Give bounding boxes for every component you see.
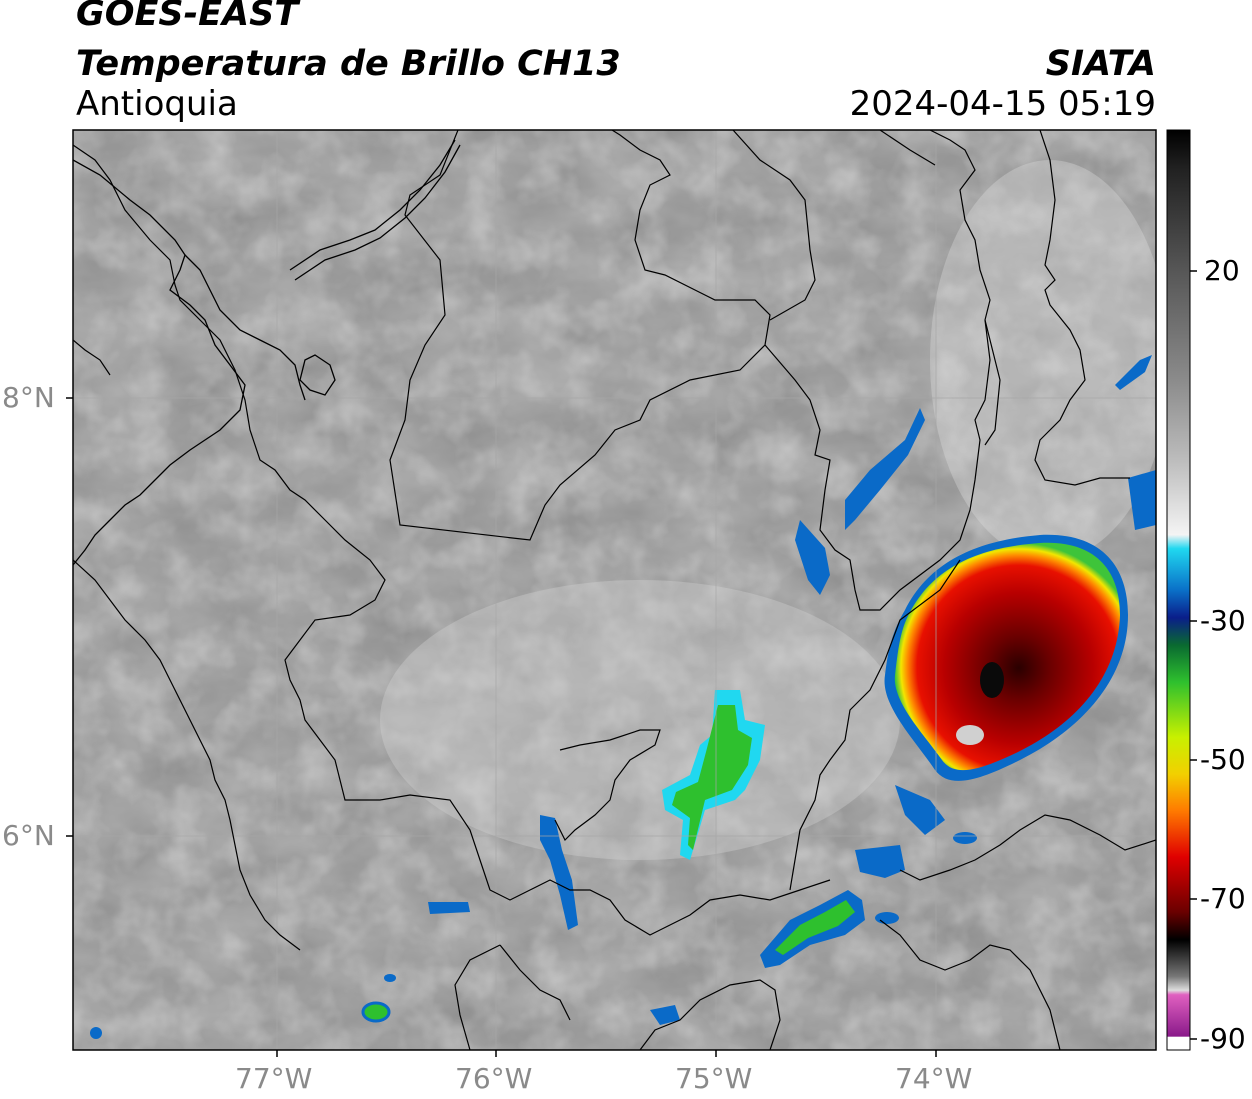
colorbar: [1166, 129, 1191, 1051]
lon-label-77w: 77°W: [235, 1062, 313, 1095]
satellite-title: GOES-EAST: [76, 0, 299, 34]
lat-label-8n: 8°N: [2, 381, 55, 414]
region-subtitle: Antioquia: [76, 84, 238, 124]
satellite-imagery: [73, 130, 1156, 1050]
timestamp-label: 2024-04-15 05:19: [849, 84, 1156, 124]
colorbar-tick-neg30: -30: [1200, 604, 1246, 637]
organization-label: SIATA: [1045, 44, 1156, 84]
lon-label-76w: 76°W: [455, 1062, 533, 1095]
lon-label-75w: 75°W: [675, 1062, 753, 1095]
colorbar-ticks: [1190, 270, 1197, 1040]
storm-cell-west: [540, 815, 578, 930]
boundaries: [73, 130, 1156, 1050]
map-frame: [72, 129, 1157, 1051]
lat-label-6n: 6°N: [2, 819, 55, 852]
coastline: [73, 139, 461, 566]
colorbar-tick-neg50: -50: [1200, 743, 1246, 776]
map-ticks: [66, 397, 937, 1057]
graticule: [73, 130, 1156, 1050]
colorbar-tick-neg90: -90: [1200, 1022, 1246, 1055]
product-title: Temperatura de Brillo CH13: [76, 44, 621, 84]
colorbar-tick-neg70: -70: [1200, 882, 1246, 915]
colorbar-tick-20: 20: [1204, 254, 1240, 287]
lon-label-74w: 74°W: [895, 1062, 973, 1095]
